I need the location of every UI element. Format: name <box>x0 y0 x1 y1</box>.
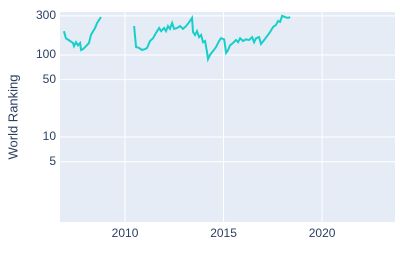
plot-area <box>60 12 395 222</box>
y-tick-label: 50 <box>43 72 57 86</box>
x-tick-label: 2015 <box>210 226 237 240</box>
line <box>62 14 291 63</box>
y-axis-label: World Ranking <box>5 74 20 159</box>
y-tick-label: 300 <box>36 8 56 22</box>
y-tick-label: 100 <box>36 47 56 61</box>
y-tick-label: 5 <box>49 154 56 168</box>
y-tick-label: 10 <box>43 129 57 143</box>
x-tick-label: 2010 <box>112 226 139 240</box>
x-tick-label: 2020 <box>309 226 336 240</box>
